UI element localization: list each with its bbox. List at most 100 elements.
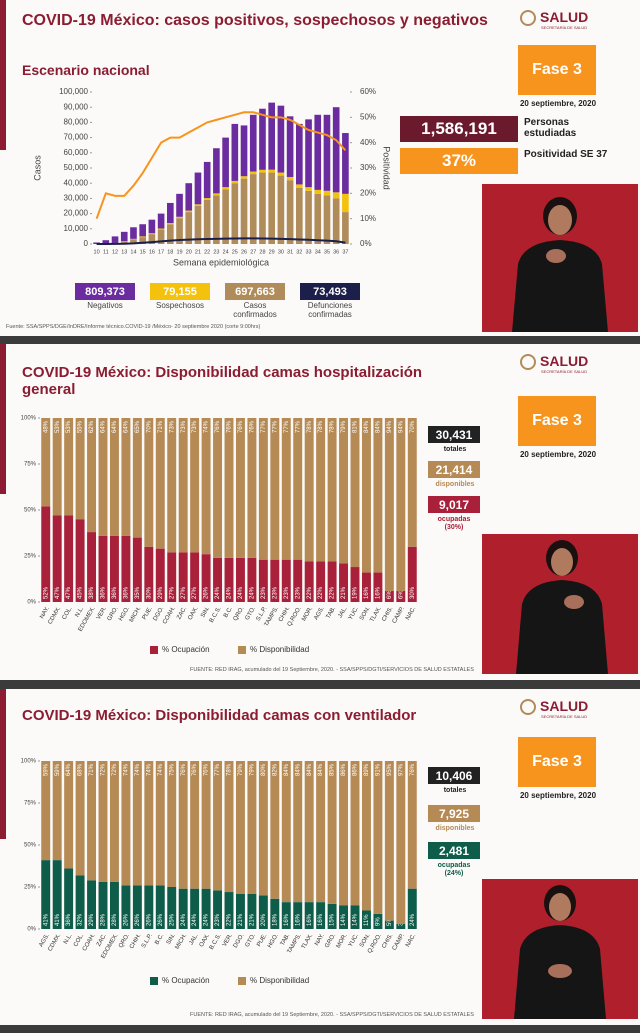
- x-tick-label: CAMP.: [392, 606, 406, 625]
- bar: [155, 548, 165, 602]
- stripe: [0, 0, 6, 150]
- face: [548, 205, 572, 235]
- bar: [52, 515, 62, 602]
- face: [551, 548, 573, 576]
- bar: [240, 125, 248, 177]
- value-label: 76%: [181, 763, 187, 776]
- bar: [277, 175, 285, 244]
- value-label: 16%: [307, 913, 313, 926]
- value-label: 59%: [43, 763, 49, 776]
- bar: [155, 418, 165, 549]
- value-label: 95%: [387, 763, 393, 776]
- logo-sub: SECRETARÍA DE SALUD: [541, 369, 588, 374]
- bar: [201, 418, 211, 555]
- value-label: 82%: [272, 763, 278, 776]
- value-label: 47%: [66, 586, 72, 599]
- bar: [342, 133, 349, 194]
- bar: [87, 532, 97, 602]
- bar: [41, 860, 51, 929]
- bar: [249, 171, 257, 175]
- bar: [281, 761, 291, 903]
- value-label: 74%: [146, 763, 152, 776]
- bar: [350, 905, 360, 929]
- bar: [373, 913, 383, 929]
- bar: [148, 234, 156, 244]
- x-tick-label: S.L.P.: [141, 933, 154, 950]
- value-label: 23%: [261, 586, 267, 599]
- bar: [396, 590, 406, 602]
- value-label: 48%: [43, 420, 49, 433]
- value-label: 84%: [364, 420, 370, 433]
- x-tick-label: 11: [103, 249, 109, 255]
- value-label: 74%: [135, 763, 141, 776]
- y-tick-label: 50%: [24, 843, 37, 849]
- bar: [157, 228, 165, 230]
- bar: [373, 572, 383, 602]
- y-tick-label: 70,000: [64, 133, 89, 142]
- x-tick-label: 13: [121, 249, 127, 255]
- date: 20 septiembre, 2020: [519, 99, 597, 108]
- value-label: 78%: [330, 420, 336, 433]
- x-tick-label: HGO.: [267, 933, 280, 950]
- value-label: 70%: [146, 420, 152, 433]
- bar: [190, 552, 200, 602]
- value-label: 11%: [364, 914, 370, 926]
- value-label: 91%: [375, 763, 381, 776]
- bar: [148, 219, 156, 234]
- y2-tick-label: 40%: [360, 138, 376, 147]
- interpreter: [514, 885, 606, 1019]
- bar: [316, 561, 326, 602]
- x-tick-label: 33: [305, 249, 311, 255]
- stat-box: 809,373: [75, 283, 135, 300]
- value-label: 45%: [78, 586, 84, 599]
- x-tick-label: 22: [204, 249, 210, 255]
- y-tick-label: 100,000: [59, 87, 88, 96]
- bar: [240, 178, 248, 244]
- value-label: 94%: [387, 420, 393, 433]
- bar: [384, 418, 394, 591]
- value-label: 29%: [89, 913, 95, 926]
- bar: [373, 418, 383, 573]
- value-label: 27%: [192, 586, 198, 599]
- value-label: 41%: [55, 913, 61, 926]
- bar: [339, 905, 349, 929]
- stat-name: Defunciones confirmadas: [307, 301, 353, 319]
- value-label: 16%: [284, 913, 290, 926]
- bar: [41, 761, 51, 861]
- bar: [247, 557, 257, 602]
- title: COVID-19 México: Disponibilidad camas ho…: [22, 364, 423, 398]
- stat-available: 7,925: [428, 805, 480, 822]
- x-tick-label: B.C.: [154, 933, 165, 946]
- value-label: 68%: [78, 763, 84, 776]
- value-label: 24%: [181, 913, 187, 926]
- bar: [231, 123, 239, 181]
- bar: [144, 761, 154, 886]
- hands: [564, 595, 584, 609]
- stat-name: Casos confirmados: [233, 301, 277, 319]
- x-tick-label: AGS.: [313, 606, 326, 622]
- y-tick-label: 75%: [24, 462, 37, 468]
- bar: [224, 557, 234, 602]
- bar: [167, 761, 177, 887]
- y-tick-label: 90,000: [64, 102, 89, 111]
- logo-name: SALUD: [540, 698, 589, 714]
- bar: [270, 559, 280, 602]
- bar: [339, 761, 349, 906]
- x-tick-label: MICH.: [175, 933, 189, 951]
- bar: [155, 885, 165, 929]
- stat-box: 697,663: [225, 283, 285, 300]
- value-label: 38%: [89, 586, 95, 599]
- bar: [314, 114, 322, 190]
- bar: [342, 212, 349, 244]
- x-tick-label: B.C.S.: [209, 933, 223, 951]
- x-tick-label: TAB.: [326, 606, 338, 620]
- value-label: 22%: [227, 913, 233, 926]
- x-tick-label: 25: [232, 249, 238, 255]
- bar: [132, 418, 142, 538]
- value-label: 23%: [284, 586, 290, 599]
- bar: [222, 137, 229, 188]
- bar: [304, 902, 314, 929]
- bar: [98, 535, 108, 602]
- bar: [268, 102, 275, 170]
- y-tick-label: 10,000: [64, 224, 89, 233]
